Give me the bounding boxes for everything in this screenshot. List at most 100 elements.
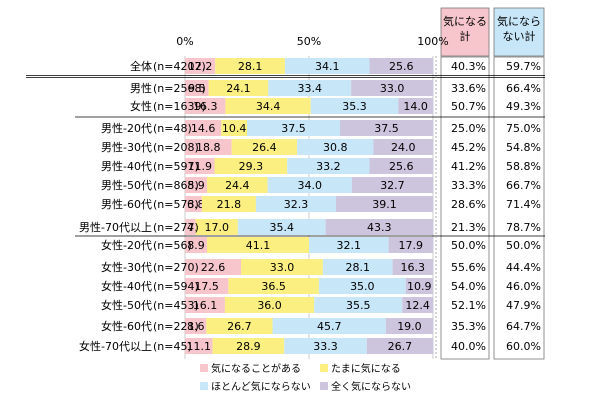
- bar-segment: [224, 297, 315, 313]
- bar-value-label: 28.1: [345, 261, 370, 274]
- summary-value: 52.1%: [451, 299, 486, 312]
- bar-value-label: 12.2: [188, 60, 213, 73]
- summary-header-text: ない計: [503, 29, 536, 43]
- bar-value-label: 25.6: [389, 160, 414, 173]
- bar-value-label: 33.3: [313, 340, 338, 353]
- bar-segment: [310, 98, 399, 114]
- bar-segment: [336, 196, 433, 212]
- category-n-label: (n=573): [153, 198, 199, 211]
- bar-segment: [185, 58, 216, 74]
- summary-header-box: [440, 7, 490, 57]
- bar-value-label: 19.0: [397, 320, 422, 333]
- bar-value-label: 45.7: [317, 320, 342, 333]
- bar-value-label: 8.6: [187, 320, 205, 333]
- summary-value: 25.0%: [451, 122, 486, 135]
- bar-value-label: 34.4: [256, 100, 281, 113]
- bar-segment: [225, 98, 311, 114]
- bar-value-label: 33.0: [270, 261, 295, 274]
- bar-segment: [351, 80, 433, 96]
- summary-value: 55.6%: [451, 261, 486, 274]
- bar-segment: [185, 219, 196, 235]
- bar-segment: [267, 177, 352, 193]
- bar-segment: [215, 58, 285, 74]
- bar-value-label: 24.0: [391, 141, 416, 154]
- summary-value: 47.9%: [506, 299, 541, 312]
- bar-segment: [392, 259, 433, 275]
- summary-value: 54.0%: [451, 280, 486, 293]
- category-label: 男性-30代: [101, 140, 152, 154]
- bar-segment: [297, 139, 374, 155]
- bar-value-label: 43.3: [367, 221, 392, 234]
- bar-segment: [287, 158, 370, 174]
- bar-value-label: 16.3: [193, 100, 218, 113]
- category-label: 男性: [130, 81, 152, 95]
- summary-value: 75.0%: [506, 122, 541, 135]
- category-n-label: (n=208): [153, 141, 199, 154]
- bar-value-label: 39.1: [372, 198, 397, 211]
- summary-value: 54.8%: [506, 141, 541, 154]
- bar-segment: [206, 318, 273, 334]
- bar-value-label: 25.6: [389, 60, 414, 73]
- bar-segment: [398, 98, 433, 114]
- bar-value-label: 17.0: [204, 221, 229, 234]
- category-label: 男性-60代: [101, 197, 152, 211]
- x-tick-label: 100%: [417, 35, 448, 48]
- category-labels: 全体 (n=4207)男性 (n=2568)女性 (n=1639)男性-20代 (n=4…: [79, 59, 206, 353]
- bar-segment: [185, 80, 209, 96]
- category-n-label: (n=48): [153, 122, 192, 135]
- bar-value-label: 41.1: [246, 239, 271, 252]
- bar-segment: [272, 318, 386, 334]
- bar-segment: [185, 139, 232, 155]
- bar-segment: [402, 297, 433, 313]
- summary-value: 59.7%: [506, 60, 541, 73]
- summary-value: 40.0%: [451, 340, 486, 353]
- bar-value-label: 26.4: [252, 141, 277, 154]
- bars: 12.2 28.1 34.1 25.69.5 24.1 33.4 33.016.3 34.4 3…: [185, 58, 433, 354]
- summary-value: 50.0%: [451, 239, 486, 252]
- bar-segment: [388, 237, 433, 253]
- category-label: 女性-40代: [101, 279, 152, 293]
- bar-segment: [185, 158, 215, 174]
- bar-value-label: 11.1: [187, 340, 212, 353]
- bar-segment: [185, 120, 222, 136]
- bar-value-label: 24.4: [225, 179, 250, 192]
- legend-label: 気になることがある: [211, 362, 301, 375]
- bar-segment: [309, 237, 389, 253]
- category-n-label: (n=2568): [153, 82, 206, 95]
- bar-value-label: 36.0: [257, 299, 282, 312]
- summary-value: 45.2%: [451, 141, 486, 154]
- bar-segment: [221, 120, 247, 136]
- bar-segment: [201, 196, 256, 212]
- bar-value-label: 35.4: [269, 221, 294, 234]
- category-n-label: (n=270): [153, 261, 199, 274]
- category-label: 女性: [130, 99, 152, 113]
- bar-segment: [373, 139, 433, 155]
- legend-swatch: [320, 364, 328, 372]
- bar-segment: [369, 58, 433, 74]
- category-label: 女性-50代: [101, 298, 152, 312]
- category-label: 男性-20代: [101, 121, 152, 135]
- bar-segment: [284, 338, 367, 354]
- summary-value: 71.4%: [506, 198, 541, 211]
- bar-value-label: 16.3: [401, 261, 426, 274]
- x-axis-ticks: 0% 50% 100%: [176, 35, 448, 48]
- summary-value: 66.7%: [506, 179, 541, 192]
- bar-value-label: 33.2: [316, 160, 341, 173]
- summary-value: 40.3%: [451, 60, 486, 73]
- bar-segment: [185, 196, 202, 212]
- bar-value-label: 9.5: [188, 82, 206, 95]
- bar-value-label: 29.3: [239, 160, 264, 173]
- bar-value-label: 10.9: [407, 280, 432, 293]
- bar-value-label: 37.5: [281, 122, 306, 135]
- legend-label: 全く気にならない: [331, 380, 411, 393]
- category-n-label: (n=221): [153, 320, 199, 333]
- bar-segment: [212, 338, 285, 354]
- bar-segment: [195, 219, 238, 235]
- bar-segment: [369, 158, 433, 174]
- bar-value-label: 32.7: [380, 179, 405, 192]
- bar-value-label: 22.6: [201, 261, 226, 274]
- summary-value: 33.6%: [451, 82, 486, 95]
